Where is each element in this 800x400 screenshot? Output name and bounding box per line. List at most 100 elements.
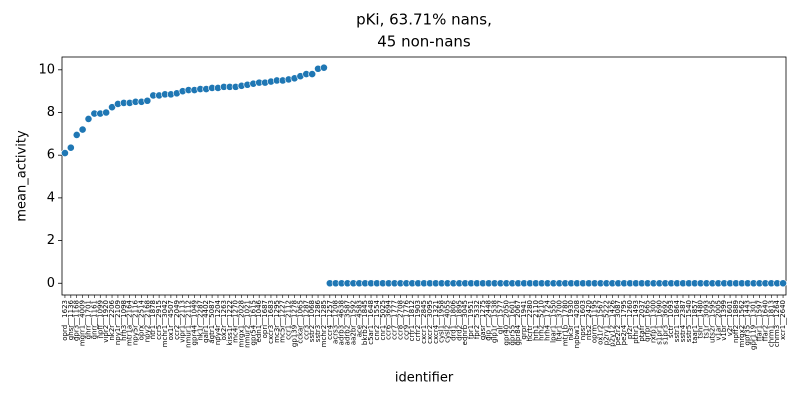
point bbox=[66, 143, 75, 152]
x-tick-label: adrb3__4638 bbox=[338, 300, 346, 345]
x-tick-label: p2y12__1426 bbox=[608, 299, 616, 346]
x-tick-label: hcrtr__2280 bbox=[526, 300, 534, 342]
y-tick-label: 4 bbox=[47, 190, 55, 205]
x-tick-label: kiss1r__1222 bbox=[226, 300, 234, 345]
x-tick-label: tshr__1480 bbox=[697, 300, 705, 339]
x-tick-label: mtr1b__1780 bbox=[561, 300, 569, 346]
x-tick-label: gpr3__1168 bbox=[73, 300, 81, 341]
x-tick-label: ntr1__1878 bbox=[149, 300, 157, 339]
x-tick-label: edn1__1046 bbox=[255, 299, 263, 342]
x-tick-label: ccr5__2915 bbox=[155, 300, 163, 340]
x-tick-label: ccr7__1777 bbox=[391, 300, 399, 340]
x-tick-label: aa2br__1592 bbox=[349, 300, 357, 345]
x-tick-label: bkrb2__1845 bbox=[361, 300, 369, 345]
x-tick-label: oprd__1623 bbox=[61, 300, 69, 341]
x-tick-label: sstr2__1068 bbox=[308, 300, 316, 342]
x-tick-label: npff2__1889 bbox=[732, 300, 740, 343]
x-tick-label: gpr119__1301 bbox=[750, 300, 758, 350]
x-tick-label: mchr1__3042 bbox=[161, 300, 169, 347]
x-tick-label: ghrr__1701 bbox=[84, 300, 92, 339]
x-tick-label: sstr1__1864 bbox=[673, 299, 681, 342]
x-tick-label: ccr2__2049 bbox=[173, 300, 181, 340]
x-tick-label: gpr55__1601 bbox=[508, 300, 516, 346]
point bbox=[108, 103, 116, 112]
x-tick-label: opri__1687 bbox=[261, 300, 269, 338]
x-tick-label: ednrb__3045 bbox=[461, 300, 469, 345]
x-tick-label: drd2__1895 bbox=[455, 300, 463, 341]
x-tick-label: gasr__1275 bbox=[479, 300, 487, 340]
x-tick-label: uts2r__1595 bbox=[708, 300, 716, 343]
x-tick-label: ox1r2__1567 bbox=[597, 300, 605, 345]
x-tick-label: npy5r__2116 bbox=[132, 299, 140, 345]
x-tick-label: xcr1__2640 bbox=[779, 300, 787, 340]
x-tick-label: v2r__1601 bbox=[726, 300, 734, 336]
x-tick-label: hrh3__1098 bbox=[120, 300, 128, 341]
x-tick-label: cxcr2__3095 bbox=[426, 300, 434, 344]
x-tick-label: hrh1__2110 bbox=[532, 300, 540, 341]
x-tick-label: mc3r__1295 bbox=[273, 300, 281, 343]
point bbox=[308, 70, 317, 78]
x-tick-label: ccr8__2708 bbox=[396, 300, 404, 340]
x-tick-label: c5ar1__1648 bbox=[367, 300, 375, 345]
x-tick-label: mc5r__1227 bbox=[279, 300, 287, 343]
x-tick-label: npsr__1603 bbox=[579, 300, 587, 340]
x-tick-label: chrm1__1813 bbox=[767, 300, 775, 347]
x-tick-label: glr__1577 bbox=[497, 300, 505, 334]
x-tick-label: ace__4583 bbox=[355, 300, 363, 337]
x-tick-label: gp139__1278 bbox=[291, 300, 299, 347]
chart-title: pKi, 63.71% nans, bbox=[356, 11, 492, 29]
y-axis-label: mean_activity bbox=[15, 130, 30, 222]
x-tick-label: cxcr1__2845 bbox=[420, 300, 428, 344]
point bbox=[78, 125, 87, 134]
point bbox=[61, 149, 69, 157]
x-tick-label: mrgx2__1562 bbox=[738, 300, 746, 347]
x-tick-label: sstr5__1540 bbox=[685, 300, 693, 342]
x-tick-label: ghsr__1136 bbox=[67, 299, 75, 340]
x-tick-label: s1pr3__3692 bbox=[661, 300, 669, 345]
x-tick-label: npy2__2168 bbox=[143, 300, 151, 342]
x-tick-label: oprx__2514 bbox=[137, 299, 145, 340]
x-tick-label: ptafr__2037 bbox=[638, 300, 646, 342]
x-tick-label: galr1__4402 bbox=[202, 300, 210, 343]
x-tick-label: ccr4__1257 bbox=[326, 300, 334, 340]
x-tick-label: npbw1__4208 bbox=[573, 300, 581, 348]
x-tick-label: fpr1__1951 bbox=[467, 300, 475, 339]
x-tick-label: oprm__1195 bbox=[591, 300, 599, 343]
x-tick-label: nmur2__1021 bbox=[243, 300, 251, 348]
y-tick-label: 6 bbox=[47, 148, 55, 163]
x-tick-label: ccr6__3694 bbox=[385, 299, 393, 339]
x-tick-label: mrgx1__2028 bbox=[238, 300, 246, 347]
x-tick-label: vipr1__2113 bbox=[179, 300, 187, 343]
x-tick-label: cnr1__5025 bbox=[379, 300, 387, 340]
x-tick-label: glp1r__1538 bbox=[491, 300, 499, 343]
x-tick-label: gpr44__1049 bbox=[190, 300, 198, 346]
x-tick-label: nk1r__2287 bbox=[196, 300, 204, 341]
x-tick-label: lt4r1__3700 bbox=[555, 300, 563, 341]
y-tick-label: 8 bbox=[47, 105, 55, 120]
x-tick-label: acrs3__1208 bbox=[332, 300, 340, 344]
x-tick-label: mtr1a__2164 bbox=[126, 299, 134, 346]
x-tick-label: adrb2__3587 bbox=[343, 300, 351, 345]
y-tick-label: 0 bbox=[47, 276, 55, 291]
x-tick-label: mchr2__1285 bbox=[320, 300, 328, 347]
x-tick-label: pthr1__1493 bbox=[632, 300, 640, 344]
point bbox=[779, 279, 787, 288]
x-tick-label: cysl1__1958 bbox=[438, 300, 446, 343]
x-tick-label: rxfp1__1300 bbox=[650, 300, 658, 343]
x-tick-label: ccr3__1287 bbox=[302, 300, 310, 340]
x-tick-label: ox2r__1263 bbox=[220, 300, 228, 340]
x-tick-label: pf2r__1260 bbox=[626, 300, 634, 339]
y-tick-label: 10 bbox=[38, 62, 55, 77]
x-tick-label: cxcr4__1321 bbox=[432, 300, 440, 344]
x-tick-label: s1pr1__1690 bbox=[655, 300, 663, 345]
x-tick-label: nts2__2420 bbox=[585, 300, 593, 340]
x-tick-label: pe2r2__3087 bbox=[614, 300, 622, 345]
x-tick-label: cnr2__1554 bbox=[373, 299, 381, 340]
x-tick-label: cckar__1065 bbox=[296, 300, 304, 344]
x-tick-label: qrfpr__1665 bbox=[644, 300, 652, 342]
x-tick-label: vipr2__1920 bbox=[102, 300, 110, 343]
x-tick-label: ox1r__4507 bbox=[167, 300, 175, 340]
x-tick-label: cysl2__4055 bbox=[444, 300, 452, 343]
point bbox=[320, 63, 328, 72]
